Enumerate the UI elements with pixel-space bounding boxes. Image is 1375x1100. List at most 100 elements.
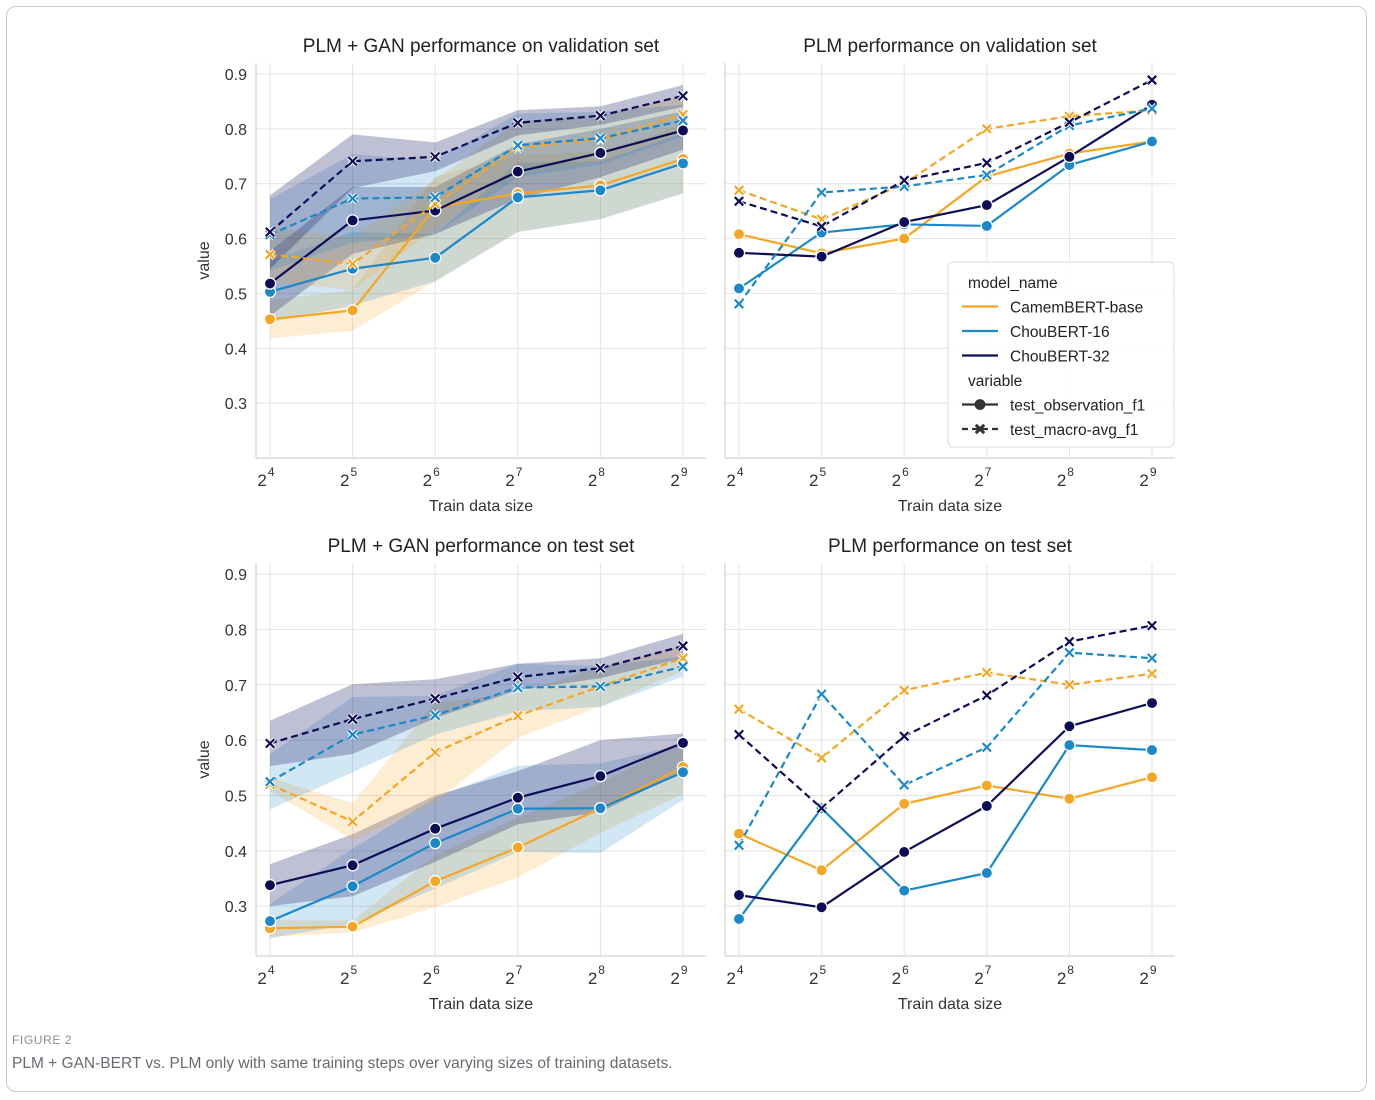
x-axis-label: Train data size xyxy=(429,996,533,1013)
data-point-circle xyxy=(594,184,607,197)
data-point-circle xyxy=(428,875,442,888)
data-point-x xyxy=(512,140,523,151)
y-tick-label: 0.4 xyxy=(225,341,247,358)
data-point-circle xyxy=(1145,135,1159,148)
data-point-x xyxy=(430,192,441,203)
series-line xyxy=(738,79,1153,228)
data-point-circle xyxy=(732,282,746,295)
data-point-x xyxy=(595,681,606,692)
chart-panel-2: PLM performance on validation set 24 25 26 2… xyxy=(724,36,1175,515)
confidence-band xyxy=(270,733,683,907)
data-point-x xyxy=(734,185,744,196)
data-point-x xyxy=(899,731,910,742)
panel-title: PLM performance on test set xyxy=(828,536,1073,557)
x-tick-exponent: 6 xyxy=(902,963,909,977)
data-point-x xyxy=(595,663,606,674)
x-tick-label: 28 xyxy=(1057,465,1074,490)
data-point-x xyxy=(347,729,358,740)
data-point-circle xyxy=(511,841,525,854)
data-point-x xyxy=(678,661,688,672)
y-tick-label: 0.4 xyxy=(225,844,247,861)
data-point-x xyxy=(347,816,358,827)
data-point-x xyxy=(678,115,688,126)
y-tick-label: 0.6 xyxy=(225,733,247,750)
legend-title-model: model_name xyxy=(968,275,1058,292)
x-tick-label: 29 xyxy=(1139,963,1156,988)
y-tick-label: 0.3 xyxy=(225,396,247,413)
legend-item-label: CamemBERT-base xyxy=(1010,300,1143,317)
data-point-x xyxy=(899,779,910,790)
data-point-circle xyxy=(1063,792,1076,806)
data-point-x xyxy=(816,689,827,700)
data-point-x xyxy=(347,714,358,725)
confidence-band xyxy=(270,740,683,937)
chart-figure: PLM + GAN performance on validation set 0… xyxy=(196,36,1175,1013)
x-tick-label: 26 xyxy=(423,963,440,988)
data-point-circle xyxy=(263,277,277,290)
data-point-circle xyxy=(511,165,525,178)
series-line xyxy=(269,119,684,236)
data-point-circle xyxy=(815,901,828,914)
data-point-x xyxy=(678,641,688,652)
figure-caption: FIGURE 2 PLM + GAN-BERT vs. PLM only wit… xyxy=(12,1033,1352,1073)
chart-panel-3: PLM + GAN performance on test set 0.3 0.4 0… xyxy=(196,536,706,1013)
x-tick-label: 26 xyxy=(892,963,909,988)
confidence-band xyxy=(270,95,683,291)
data-point-circle xyxy=(732,912,746,926)
legend-title-variable: variable xyxy=(968,373,1022,390)
data-point-circle xyxy=(1063,738,1076,752)
data-point-x xyxy=(265,776,275,787)
data-point-circle xyxy=(980,799,994,813)
series-line xyxy=(269,665,684,783)
x-tick-label: 27 xyxy=(505,465,522,490)
data-point-x xyxy=(981,157,992,168)
x-tick-label: 25 xyxy=(809,465,826,490)
data-point-circle xyxy=(732,246,746,260)
data-point-circle xyxy=(1145,743,1159,757)
series-line xyxy=(738,776,1153,872)
chart-panel-1: PLM + GAN performance on validation set 0… xyxy=(196,36,706,515)
x-tick-label: 27 xyxy=(974,465,991,490)
x-tick-exponent: 4 xyxy=(737,465,744,479)
data-point-circle xyxy=(346,920,359,933)
legend-box xyxy=(947,261,1175,448)
data-point-circle xyxy=(676,157,690,170)
series-line xyxy=(269,94,684,233)
data-point-x xyxy=(734,196,744,207)
caption-text: PLM + GAN-BERT vs. PLM only with same tr… xyxy=(12,1055,673,1072)
confidence-band xyxy=(270,104,683,271)
data-point-x xyxy=(265,249,275,260)
chart-panel-4: PLM performance on test set 24 25 26 27 28 29 T… xyxy=(724,536,1175,1013)
x-tick-exponent: 5 xyxy=(350,963,357,977)
data-point-x xyxy=(1064,636,1075,647)
data-point-circle xyxy=(511,791,525,804)
data-point-x xyxy=(512,672,523,683)
x-tick-label: 26 xyxy=(423,465,440,490)
series-line xyxy=(738,103,1153,258)
x-axis-label: Train data size xyxy=(898,498,1002,515)
y-axis-label: value xyxy=(196,740,213,778)
data-point-x xyxy=(595,110,606,121)
series-line xyxy=(738,743,1153,920)
x-axis-label: Train data size xyxy=(898,996,1002,1013)
x-tick-exponent: 6 xyxy=(433,465,440,479)
y-tick-label: 0.7 xyxy=(225,177,247,194)
data-point-x xyxy=(981,742,992,753)
data-point-x xyxy=(678,90,688,101)
series-line xyxy=(269,157,684,321)
data-point-circle xyxy=(428,251,442,265)
data-point-x xyxy=(595,133,606,144)
series-line xyxy=(269,657,684,823)
data-point-circle xyxy=(732,227,746,241)
data-point-x xyxy=(1064,117,1075,128)
data-point-circle xyxy=(428,836,442,850)
x-tick-label: 29 xyxy=(1139,465,1156,490)
data-point-circle xyxy=(897,845,911,859)
x-tick-label: 25 xyxy=(340,963,357,988)
x-tick-label: 24 xyxy=(726,465,743,490)
data-point-circle xyxy=(1063,150,1076,164)
data-point-circle xyxy=(732,888,746,902)
data-point-x xyxy=(265,738,275,749)
series-line xyxy=(738,140,1153,255)
x-tick-exponent: 8 xyxy=(1067,465,1074,479)
